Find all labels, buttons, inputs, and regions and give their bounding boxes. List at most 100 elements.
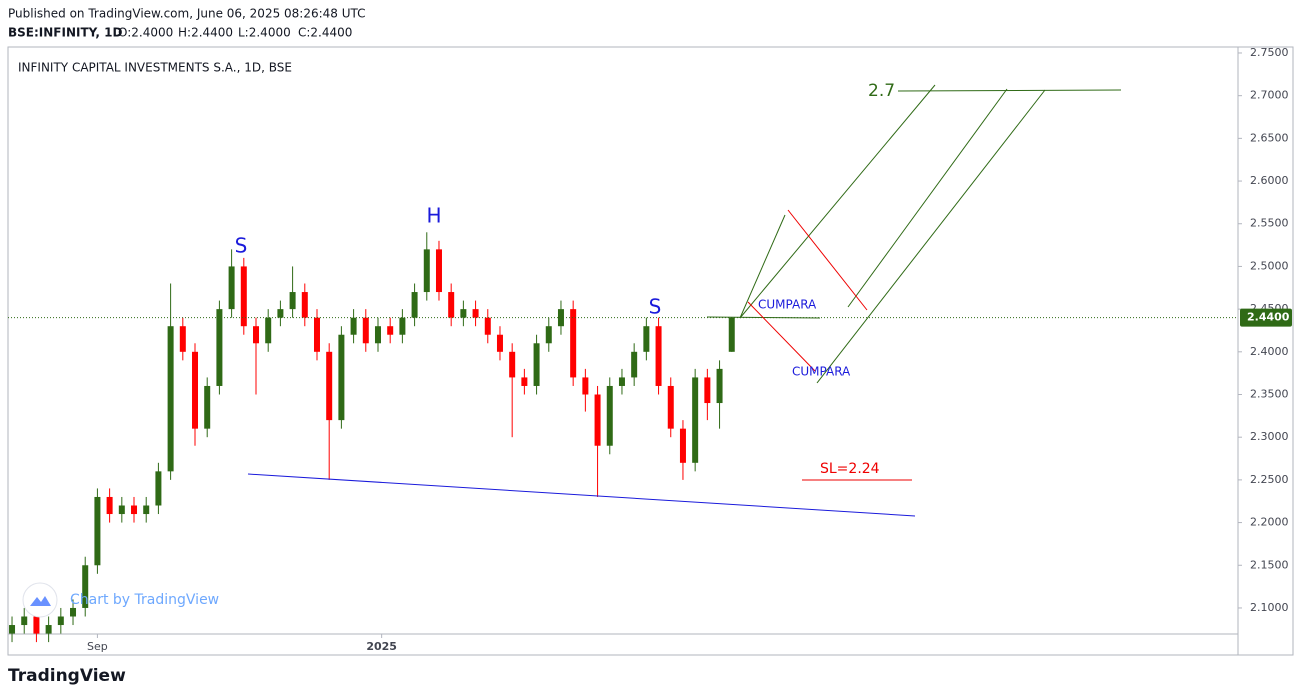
symbol: BSE:INFINITY, 1D [8,26,122,40]
last-price-label: 2.4400 [1247,311,1290,324]
y-tick-label: 2.1500 [1250,558,1289,571]
x-tick-label: Sep [87,640,108,653]
watermark-icon [30,596,51,606]
y-tick-label: 2.5000 [1250,259,1289,272]
candle-body [533,343,540,386]
candle-body [387,326,394,335]
annotation: 2.7 [868,81,895,101]
candle-body [509,351,516,378]
ohlc-high: H:2.4400 [178,26,233,40]
candle-body [57,616,64,626]
candle-body [179,326,186,352]
ohlc-low: L:2.4000 [238,26,291,40]
ohlc-open: O:2.4000 [118,26,173,40]
candle-body [277,309,284,318]
neckline [247,473,916,517]
y-tick-label: 2.7000 [1250,89,1289,102]
candle-body [484,317,491,335]
y-tick-label: 2.3500 [1250,388,1289,401]
candle-body [594,394,601,446]
brand: TradingView [8,666,126,686]
watermark-icon [22,582,58,618]
candle-body [472,309,479,318]
candle-body [411,292,418,318]
candle-body [692,377,699,463]
y-tick-label: 2.3000 [1250,430,1289,443]
candle-body [643,326,650,352]
x-tick-label: 2025 [366,640,397,653]
candle-body [460,309,467,318]
annotation: S [235,234,248,258]
candle-body [728,317,735,352]
frame [7,46,1294,656]
trend-line [739,84,936,319]
annotation: SL=2.24 [820,461,880,477]
watermark: Chart by TradingView [70,592,219,608]
y-tick-label: 2.2000 [1250,516,1289,529]
cross-line [787,209,868,311]
candle-body [106,496,113,515]
annotation: S [649,295,662,319]
candle-body [82,565,89,608]
candle-body [521,377,528,386]
published: Published on TradingView.com, June 06, 2… [8,7,366,21]
candle-body [228,266,235,310]
candle-body [606,385,613,446]
candle-body [582,377,589,395]
y-tick-label: 2.4000 [1250,345,1289,358]
y-tick-label: 2.1000 [1250,601,1289,614]
candle-body [118,505,125,515]
candle-body [655,326,662,386]
candle-body [253,326,260,344]
candle-body [679,428,686,463]
candle-body [143,505,150,515]
candle-body [265,317,272,344]
candle-body [570,309,577,378]
ohlc-close: C:2.4400 [298,26,352,40]
annotation: CUMPARA [758,298,817,312]
candle-body [192,351,199,429]
candle-body [399,317,406,335]
candle-body [167,326,174,472]
candle-body [94,496,101,566]
y-tick-label: 2.6500 [1250,131,1289,144]
candle-body [338,334,345,421]
candle-body [216,309,223,386]
candle-body [435,249,442,293]
y-tick-label: 2.2500 [1250,473,1289,486]
y-tick-label: 2.7500 [1250,46,1289,59]
candle-body [70,607,77,617]
candle-body [45,625,52,634]
candle-body [496,334,503,352]
candle-body [301,292,308,318]
chart-title: INFINITY CAPITAL INVESTMENTS S.A., 1D, B… [18,61,292,75]
candle-body [155,471,162,506]
y-tick-label: 2.5500 [1250,217,1289,230]
candle-body [704,377,711,404]
candle-body [667,385,674,429]
candle-body [131,505,138,515]
candle-body [631,351,638,378]
candle-body [350,317,357,335]
candle-body [362,317,369,344]
cross-line [747,301,816,372]
trend-line [816,89,1046,384]
candle-body [204,385,211,429]
candle-body [618,377,625,386]
candle-body [716,368,723,404]
candle-body [9,625,16,634]
annotation: CUMPARA [792,365,851,379]
candle-body [21,616,28,626]
candle-body [289,292,296,310]
plot: 2.1000 2.1500 2.2000 2.2500 2.3000 2.3500 2.40… [8,46,1292,653]
candle-body [423,249,430,293]
candle-body [545,326,552,344]
trend-line [847,88,1008,308]
candle-body [33,616,40,634]
y-tick-label: 2.6000 [1250,174,1289,187]
trend-line [739,214,786,319]
candle-body [448,292,455,318]
annotation: H [426,204,441,228]
